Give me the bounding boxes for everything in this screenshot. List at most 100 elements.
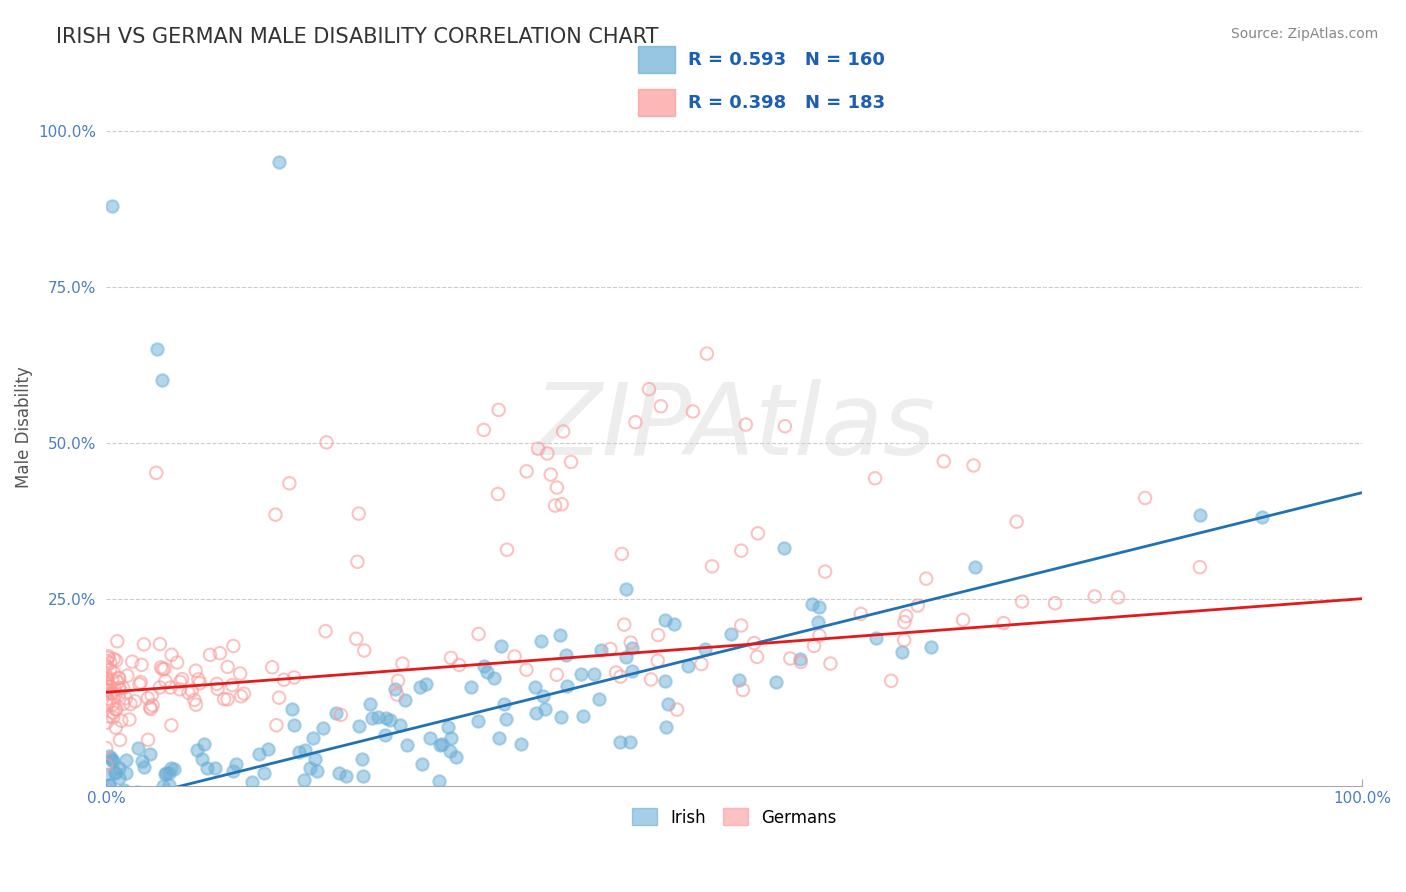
Text: R = 0.398   N = 183: R = 0.398 N = 183 <box>688 94 884 112</box>
Irish <box>529 633 551 648</box>
Germans <box>101 710 124 724</box>
Irish <box>654 614 676 628</box>
Irish <box>186 742 208 756</box>
Germans <box>546 481 568 495</box>
Irish <box>378 714 401 728</box>
Germans <box>139 700 162 714</box>
Germans <box>160 648 183 662</box>
Germans <box>486 487 509 501</box>
Irish <box>411 756 433 771</box>
Irish <box>311 721 333 735</box>
Germans <box>131 657 153 672</box>
Germans <box>527 442 550 456</box>
Irish <box>807 615 830 629</box>
Germans <box>262 660 284 674</box>
Irish <box>134 760 156 774</box>
Irish <box>865 632 887 646</box>
Irish <box>619 735 641 749</box>
Irish <box>440 731 463 746</box>
Germans <box>353 643 375 657</box>
Germans <box>610 547 633 561</box>
Germans <box>104 702 127 716</box>
Germans <box>700 559 723 574</box>
Germans <box>880 673 903 688</box>
Irish <box>298 761 321 775</box>
Germans <box>264 508 287 522</box>
Germans <box>609 670 631 684</box>
Germans <box>893 633 915 648</box>
Germans <box>503 649 526 664</box>
Irish <box>195 761 218 775</box>
Germans <box>544 499 567 513</box>
Germans <box>233 687 256 701</box>
Germans <box>893 615 915 629</box>
Irish <box>963 560 986 574</box>
Germans <box>472 423 495 437</box>
Germans <box>169 675 191 690</box>
Irish <box>693 642 716 657</box>
Germans <box>96 679 118 693</box>
Text: ZIPAtlas: ZIPAtlas <box>533 378 935 475</box>
Irish <box>120 857 142 871</box>
Germans <box>107 681 129 695</box>
Germans <box>110 714 132 728</box>
Text: R = 0.593   N = 160: R = 0.593 N = 160 <box>688 51 884 69</box>
Germans <box>640 673 662 687</box>
Germans <box>962 458 984 473</box>
Germans <box>101 686 124 700</box>
Text: IRISH VS GERMAN MALE DISABILITY CORRELATION CHART: IRISH VS GERMAN MALE DISABILITY CORRELAT… <box>56 27 659 46</box>
Irish <box>548 627 571 641</box>
Germans <box>863 471 886 485</box>
Irish <box>157 779 180 793</box>
Germans <box>142 698 165 713</box>
Germans <box>932 454 955 468</box>
Germans <box>315 435 337 450</box>
Germans <box>638 382 661 396</box>
Germans <box>620 635 643 649</box>
Germans <box>149 681 172 695</box>
Germans <box>98 680 121 694</box>
Irish <box>100 753 122 767</box>
Germans <box>98 696 121 710</box>
Germans <box>96 683 118 698</box>
Irish <box>247 815 270 830</box>
Irish <box>620 664 643 678</box>
Germans <box>731 682 754 697</box>
Germans <box>207 681 229 696</box>
Germans <box>96 691 118 706</box>
Germans <box>803 639 825 653</box>
Germans <box>187 673 209 687</box>
Germans <box>650 399 672 413</box>
Irish <box>891 645 914 659</box>
Irish <box>247 747 270 761</box>
Irish <box>152 779 174 793</box>
Irish <box>1251 509 1274 524</box>
Irish <box>374 728 396 742</box>
Irish <box>193 737 215 751</box>
Germans <box>105 653 128 667</box>
Germans <box>150 660 173 674</box>
Text: Source: ZipAtlas.com: Source: ZipAtlas.com <box>1230 27 1378 41</box>
Irish <box>654 673 676 688</box>
Irish <box>235 795 257 809</box>
Irish <box>352 752 374 766</box>
Irish <box>155 767 177 781</box>
Germans <box>132 637 155 651</box>
Germans <box>551 497 574 511</box>
Germans <box>124 694 146 708</box>
Germans <box>108 733 131 747</box>
Germans <box>136 691 159 706</box>
Irish <box>347 719 370 733</box>
Irish <box>482 671 505 685</box>
Germans <box>105 702 128 716</box>
Germans <box>790 655 813 669</box>
Germans <box>97 649 120 664</box>
Germans <box>128 677 150 691</box>
Irish <box>1188 508 1211 522</box>
Germans <box>98 663 121 677</box>
Germans <box>273 673 295 687</box>
Germans <box>129 675 152 690</box>
Irish <box>801 597 824 611</box>
Irish <box>467 714 489 728</box>
Germans <box>108 671 131 685</box>
